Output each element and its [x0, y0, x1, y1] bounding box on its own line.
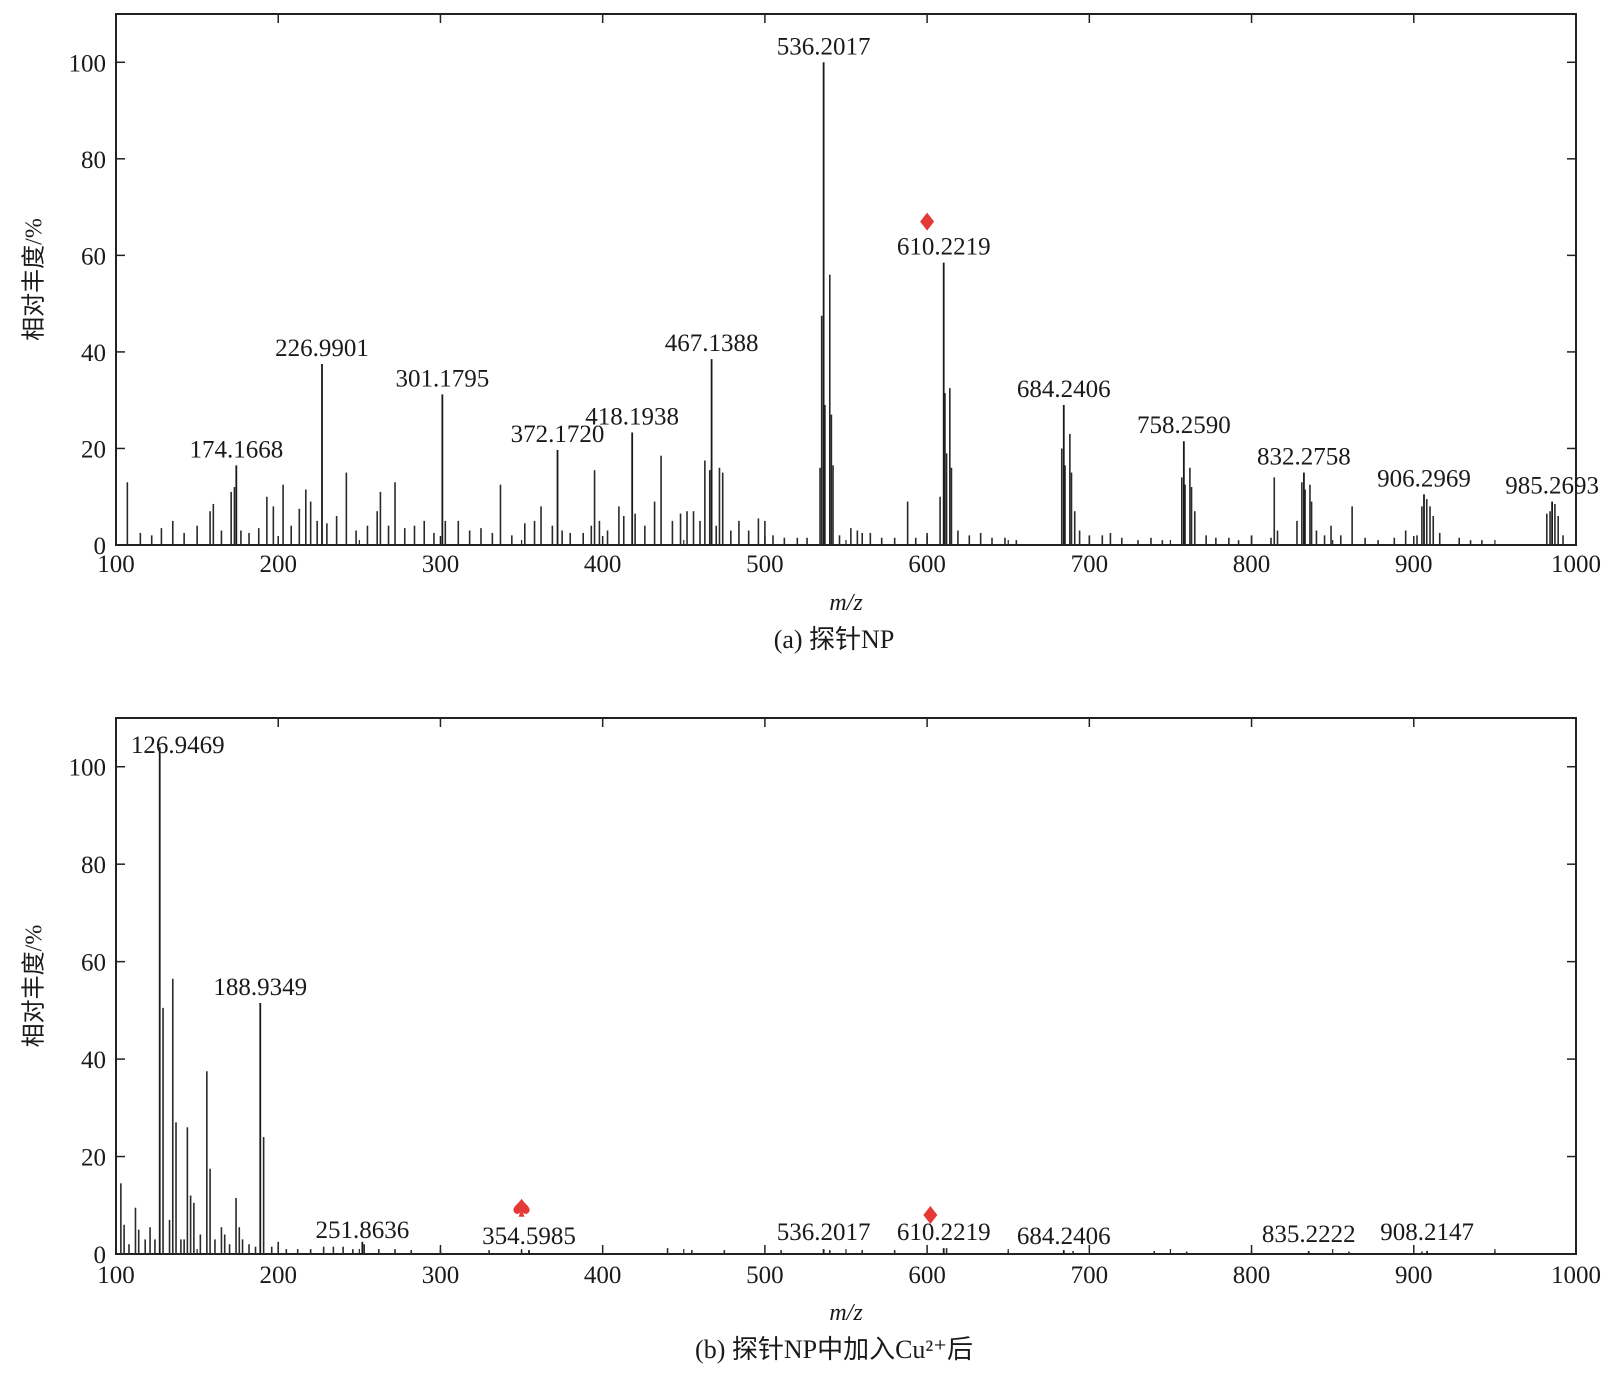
y-tick-label: 80	[81, 147, 106, 174]
spectrum-panel-b: 100 200 300 400 500 600 700 800 900 1000 0 20 40 60 80…	[21, 717, 1601, 1364]
panel-caption: (a) 探针NP	[774, 625, 895, 654]
peak-label: 906.2969	[1377, 465, 1471, 492]
peak-label: 188.9349	[213, 974, 307, 1001]
peak-label: 832.2758	[1257, 444, 1351, 471]
x-tick-label: 100	[97, 1262, 135, 1289]
peak-label: 536.2017	[777, 33, 871, 60]
peak-label: 301.1795	[395, 365, 489, 392]
x-tick-label: 600	[908, 1262, 946, 1289]
y-tick-label: 100	[69, 50, 107, 77]
spectrum-panel-a: 100 200 300 400 500 600 700 800 900 1000 0 20 40 60 80…	[21, 13, 1601, 654]
x-tick-label: 200	[259, 551, 297, 578]
x-tick-label: 1000	[1551, 551, 1601, 578]
x-tick-label: 700	[1071, 551, 1109, 578]
x-tick-label: 500	[746, 1262, 784, 1289]
peak-label: 758.2590	[1137, 412, 1231, 439]
peak-label: 251.8636	[315, 1217, 409, 1244]
x-axis-title: m/z	[829, 590, 863, 616]
plot-frame	[115, 13, 1577, 546]
peak-label: 908.2147	[1380, 1219, 1474, 1246]
peak-label: 354.5985	[482, 1223, 576, 1250]
y-tick-label: 100	[69, 755, 107, 782]
peak-label: 226.9901	[275, 335, 369, 362]
diamond-marker	[923, 1206, 938, 1225]
x-tick-label: 500	[746, 551, 784, 578]
y-tick-label: 40	[81, 340, 106, 367]
y-axis-title: 相对丰度/%	[21, 925, 48, 1048]
x-tick-label: 800	[1233, 551, 1271, 578]
plot-frame	[115, 717, 1577, 1255]
y-tick-label: 0	[94, 533, 107, 560]
peak-label: 835.2222	[1262, 1221, 1356, 1248]
x-tick-label: 900	[1395, 1262, 1433, 1289]
y-axis-title: 相对丰度/%	[21, 218, 48, 341]
x-tick-label: 100	[97, 551, 135, 578]
peak-label: 174.1668	[189, 436, 283, 463]
x-tick-label: 800	[1233, 1262, 1271, 1289]
peak-label: 684.2406	[1017, 376, 1111, 403]
peak-label: 536.2017	[777, 1219, 871, 1246]
peak-label: 985.2693	[1505, 473, 1599, 500]
y-tick-label: 0	[94, 1242, 107, 1269]
x-tick-label: 400	[584, 1262, 622, 1289]
x-tick-label: 600	[908, 551, 946, 578]
peak-label: 610.2219	[897, 234, 991, 261]
peak-label: 684.2406	[1017, 1223, 1111, 1250]
x-tick-label: 300	[422, 551, 460, 578]
x-tick-label: 400	[584, 551, 622, 578]
peak-label: 126.9469	[131, 732, 225, 759]
x-tick-label: 700	[1071, 1262, 1109, 1289]
x-tick-label: 200	[259, 1262, 297, 1289]
y-tick-label: 60	[81, 243, 106, 270]
x-axis-title: m/z	[829, 1300, 863, 1326]
diamond-marker	[920, 212, 935, 231]
panel-caption: (b) 探针NP中加入Cu²⁺后	[695, 1335, 973, 1364]
y-tick-label: 20	[81, 1145, 106, 1172]
peak-label: 610.2219	[897, 1219, 991, 1246]
peak-label: 418.1938	[585, 404, 679, 431]
peak-label: 372.1720	[511, 421, 605, 448]
x-tick-label: 900	[1395, 551, 1433, 578]
x-tick-label: 1000	[1551, 1262, 1601, 1289]
y-tick-label: 20	[81, 436, 106, 463]
y-tick-label: 80	[81, 852, 106, 879]
y-tick-label: 40	[81, 1047, 106, 1074]
peak-label: 467.1388	[665, 330, 759, 357]
x-tick-label: 300	[422, 1262, 460, 1289]
spade-marker	[513, 1198, 530, 1217]
y-tick-label: 60	[81, 950, 106, 977]
